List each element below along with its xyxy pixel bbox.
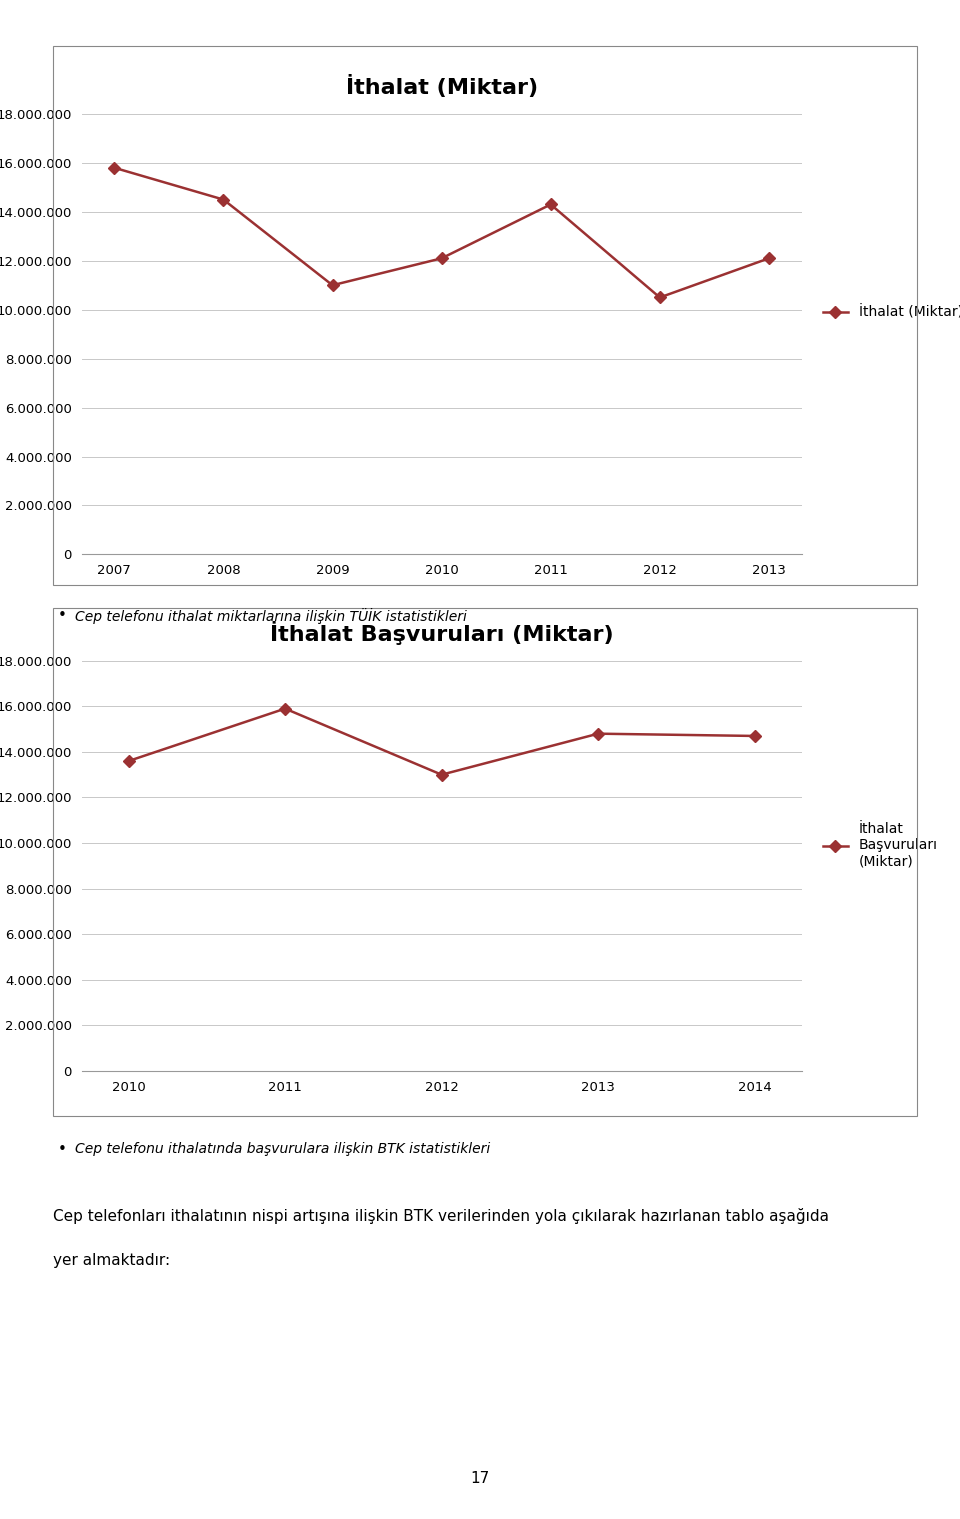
Text: yer almaktadır:: yer almaktadır: bbox=[53, 1253, 170, 1268]
Title: İthalat Başvuruları (Miktar): İthalat Başvuruları (Miktar) bbox=[270, 621, 613, 646]
Text: Cep telefonları ithalatının nispi artışına ilişkin BTK verilerinden yola çıkılar: Cep telefonları ithalatının nispi artışı… bbox=[53, 1208, 828, 1224]
Text: Cep telefonu ithalatında başvurulara ilişkin BTK istatistikleri: Cep telefonu ithalatında başvurulara ili… bbox=[75, 1142, 491, 1156]
Legend: İthalat (Miktar): İthalat (Miktar) bbox=[823, 305, 960, 319]
Text: •: • bbox=[58, 1142, 66, 1157]
Title: İthalat (Miktar): İthalat (Miktar) bbox=[346, 76, 538, 99]
Legend: İthalat
Başvuruları
(Miktar): İthalat Başvuruları (Miktar) bbox=[823, 822, 938, 869]
Text: Cep telefonu ithalat miktarlarına ilişkin TÜİK istatistikleri: Cep telefonu ithalat miktarlarına ilişki… bbox=[75, 608, 467, 624]
Text: •: • bbox=[58, 608, 66, 623]
Text: 17: 17 bbox=[470, 1470, 490, 1486]
